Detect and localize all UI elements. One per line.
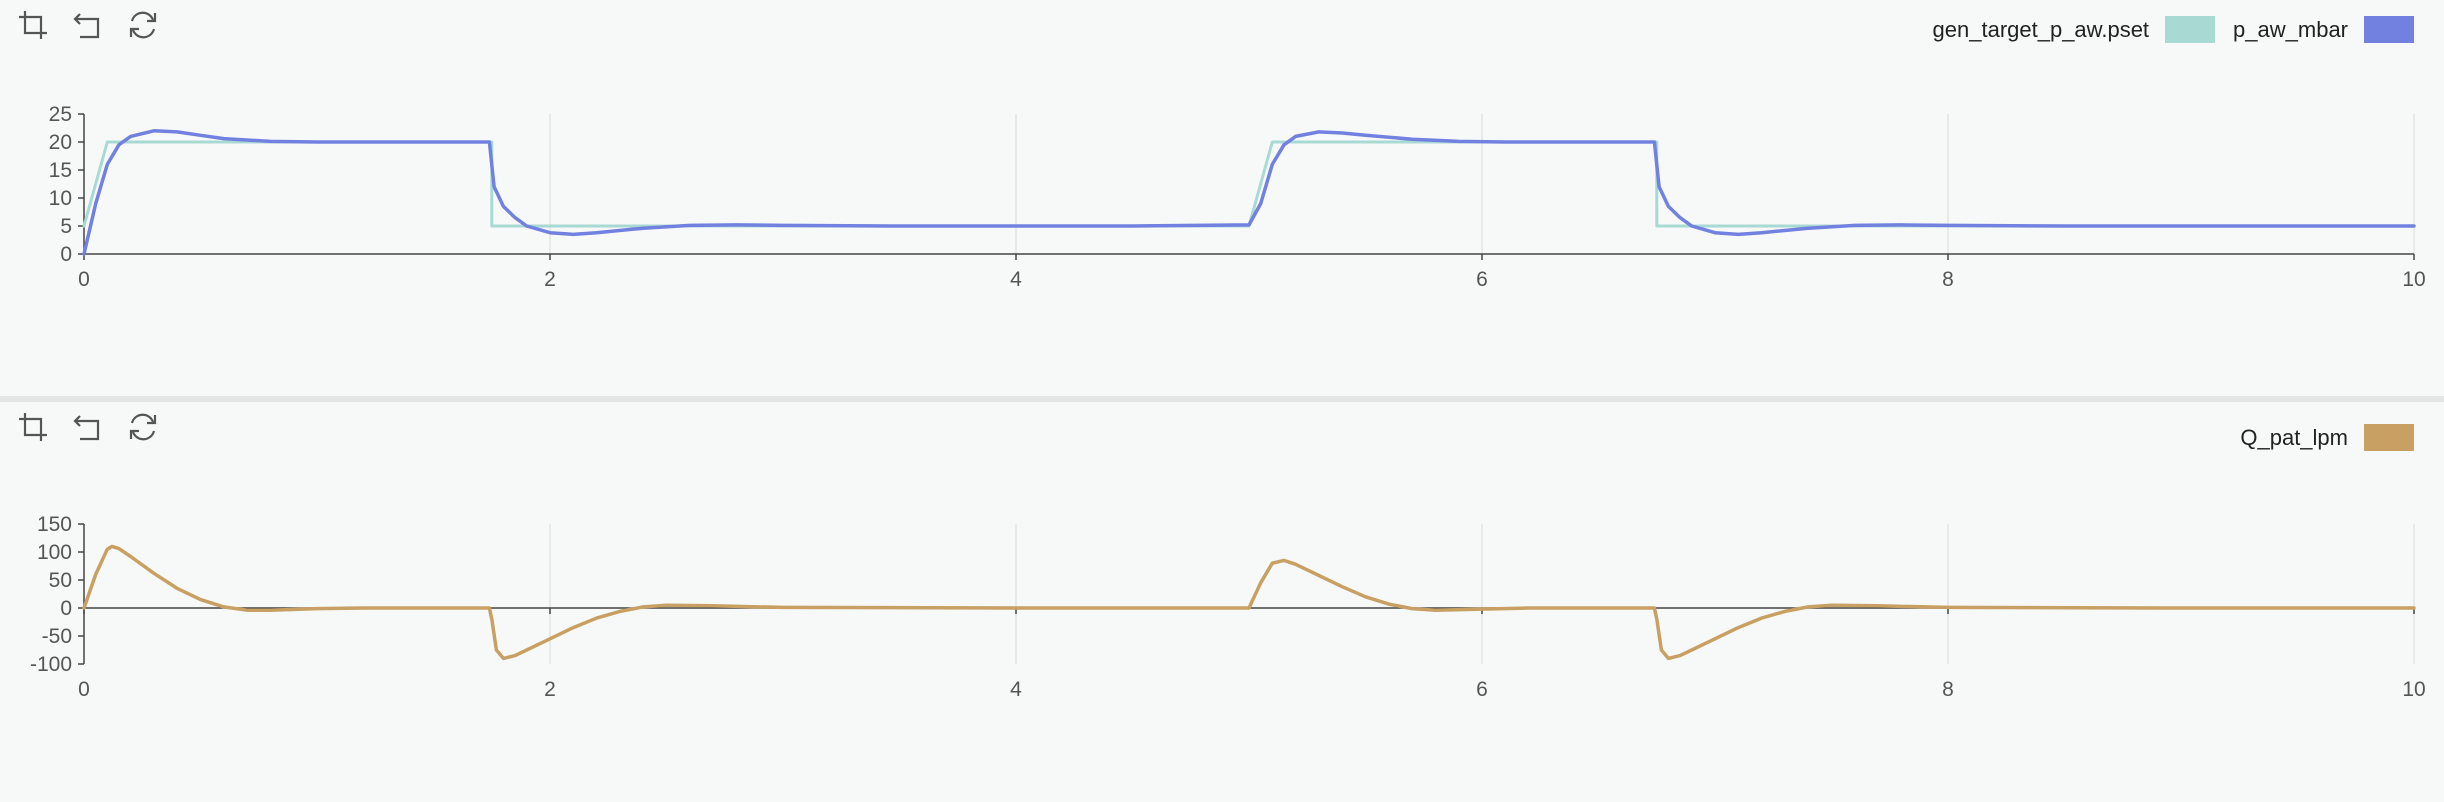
undo-icon[interactable] xyxy=(69,6,107,44)
y-tick-label: 20 xyxy=(49,131,72,154)
x-tick-label: 0 xyxy=(78,268,90,291)
x-tick-label: 8 xyxy=(1942,268,1954,291)
undo-icon[interactable] xyxy=(69,408,107,446)
y-tick-label: 150 xyxy=(37,513,72,536)
legend-swatch xyxy=(2364,424,2414,451)
x-tick-label: 2 xyxy=(544,678,556,701)
chart-legend: gen_target_p_aw.pset p_aw_mbar xyxy=(1933,16,2414,43)
y-tick-label: 25 xyxy=(49,103,72,126)
y-tick-label: 100 xyxy=(37,541,72,564)
panel-divider xyxy=(0,396,2444,402)
legend-item-flow[interactable]: Q_pat_lpm xyxy=(2240,424,2414,451)
y-tick-label: 0 xyxy=(60,597,72,620)
legend-label: p_aw_mbar xyxy=(2233,16,2348,42)
y-tick-label: -100 xyxy=(30,653,72,676)
x-tick-label: 10 xyxy=(2402,678,2425,701)
y-tick-label: 10 xyxy=(49,187,72,210)
x-tick-label: 6 xyxy=(1476,678,1488,701)
chart-legend: Q_pat_lpm xyxy=(2240,424,2414,451)
pressure-chart-panel: gen_target_p_aw.pset p_aw_mbar 0 2 4 6 8 10 0 5… xyxy=(0,0,2444,396)
legend-label: gen_target_p_aw.pset xyxy=(1932,16,2150,42)
x-tick-label: 6 xyxy=(1476,268,1488,291)
legend-swatch xyxy=(2165,16,2216,43)
legend-item-pressure[interactable]: p_aw_mbar xyxy=(2233,16,2414,43)
series-line-p_aw_mbar xyxy=(82,129,2416,256)
refresh-icon[interactable] xyxy=(124,408,162,446)
x-tick-label: 8 xyxy=(1942,678,1954,701)
flow-plot[interactable]: 0 2 4 6 8 10 -100 -50 0 50 100 150 xyxy=(0,402,2444,802)
pressure-plot[interactable]: 0 2 4 6 8 10 0 5 10 15 20 25 xyxy=(0,0,2444,396)
legend-swatch xyxy=(2364,16,2414,43)
y-tick-label: 15 xyxy=(49,159,72,182)
x-tick-label: 4 xyxy=(1010,268,1022,291)
x-tick-label: 4 xyxy=(1010,678,1022,701)
chart-toolbar xyxy=(14,6,162,44)
x-tick-label: 10 xyxy=(2402,268,2425,291)
y-tick-label: 50 xyxy=(49,569,72,592)
crop-icon[interactable] xyxy=(14,6,52,44)
x-tick-label: 0 xyxy=(78,678,90,701)
y-tick-label: 0 xyxy=(60,243,72,266)
legend-item-target[interactable]: gen_target_p_aw.pset xyxy=(1933,16,2216,43)
crop-icon[interactable] xyxy=(14,408,52,446)
series-line-gen_target_p_aw.pset xyxy=(82,140,2416,228)
chart-toolbar xyxy=(14,408,162,446)
series-line-Q_pat_lpm xyxy=(82,544,2416,661)
y-tick-label: -50 xyxy=(42,625,72,648)
y-tick-label: 5 xyxy=(60,215,72,238)
legend-label: Q_pat_lpm xyxy=(2240,424,2348,450)
refresh-icon[interactable] xyxy=(124,6,162,44)
flow-chart-panel: Q_pat_lpm 0 2 4 6 8 10 -100 -50 0 50 100 150 xyxy=(0,402,2444,802)
x-tick-label: 2 xyxy=(544,268,556,291)
